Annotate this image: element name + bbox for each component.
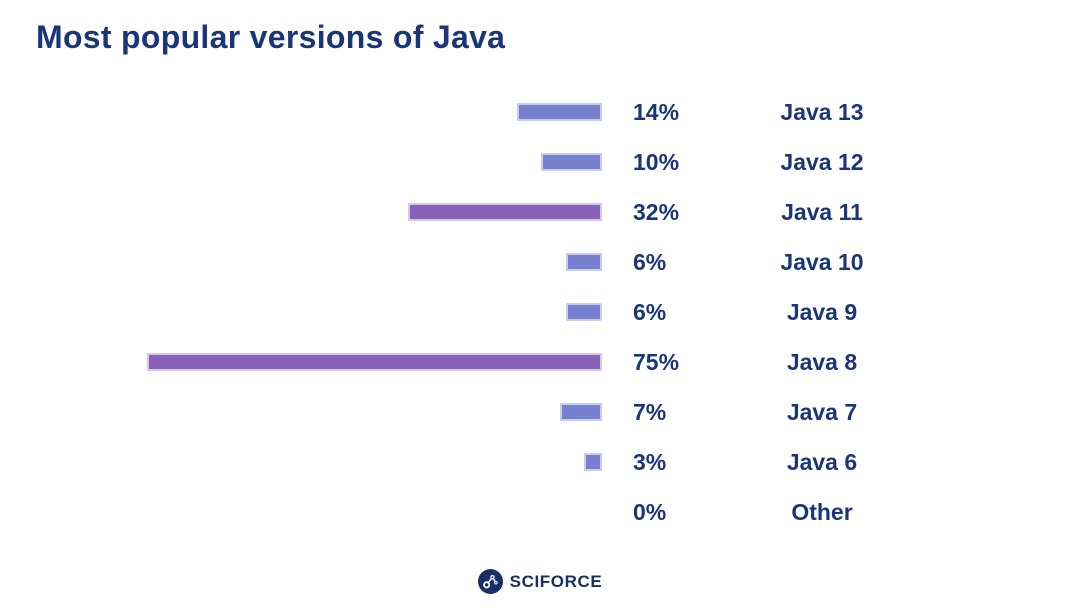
bar-row: 75% Java 8: [0, 337, 1080, 387]
bar-row: 7% Java 7: [0, 387, 1080, 437]
value-label: 10%: [633, 148, 680, 175]
bar-java-9: [566, 303, 602, 321]
bar-java-12: [541, 153, 602, 171]
value-label: 32%: [633, 198, 680, 225]
bar-java-7: [560, 403, 602, 421]
value-label: 6%: [633, 298, 667, 325]
bar-chart: 14% Java 13 10% Java 12 32% Java 11 6% Java 10 6…: [0, 87, 1080, 537]
sciforce-logo-text: SCIFORCE: [509, 571, 603, 591]
bar-track: [0, 203, 602, 221]
bar-row: 6% Java 10: [0, 237, 1080, 287]
category-label: Java 7: [786, 398, 858, 425]
sciforce-logo: SCIFORCE: [0, 569, 1080, 594]
bar-track: [0, 403, 602, 421]
bar-track: [0, 453, 602, 471]
bar-java-13: [517, 103, 602, 121]
bar-track: [0, 103, 602, 121]
value-label: 6%: [633, 248, 667, 275]
bar-row: 6% Java 9: [0, 287, 1080, 337]
value-label: 3%: [633, 448, 667, 475]
value-label: 0%: [633, 498, 667, 525]
bar-java-10: [566, 253, 602, 271]
molecule-logo-icon: [477, 569, 503, 594]
bar-track: [0, 253, 602, 271]
category-label: Java 9: [786, 298, 858, 325]
bar-row: 32% Java 11: [0, 187, 1080, 237]
bar-java-8: [147, 353, 602, 371]
bar-java-11: [408, 203, 602, 221]
bar-chart-rows: 14% Java 13 10% Java 12 32% Java 11 6% Java 10 6…: [0, 87, 1080, 537]
bar-track: [0, 153, 602, 171]
category-label: Other: [791, 498, 853, 525]
bar-track: [0, 353, 602, 371]
category-label: Java 6: [786, 448, 858, 475]
category-label: Java 8: [786, 348, 858, 375]
bar-track: [0, 303, 602, 321]
value-label: 14%: [633, 98, 680, 125]
category-label: Java 13: [780, 98, 864, 125]
chart-title: Most popular versions of Java: [36, 19, 506, 55]
bar-row: 0% Other: [0, 487, 1080, 537]
bar-row: 14% Java 13: [0, 87, 1080, 137]
value-label: 75%: [633, 348, 680, 375]
value-label: 7%: [633, 398, 667, 425]
bar-row: 10% Java 12: [0, 137, 1080, 187]
category-label: Java 12: [780, 148, 864, 175]
category-label: Java 11: [781, 198, 863, 225]
category-label: Java 10: [780, 248, 864, 275]
bar-row: 3% Java 6: [0, 437, 1080, 487]
bar-java-6: [584, 453, 602, 471]
